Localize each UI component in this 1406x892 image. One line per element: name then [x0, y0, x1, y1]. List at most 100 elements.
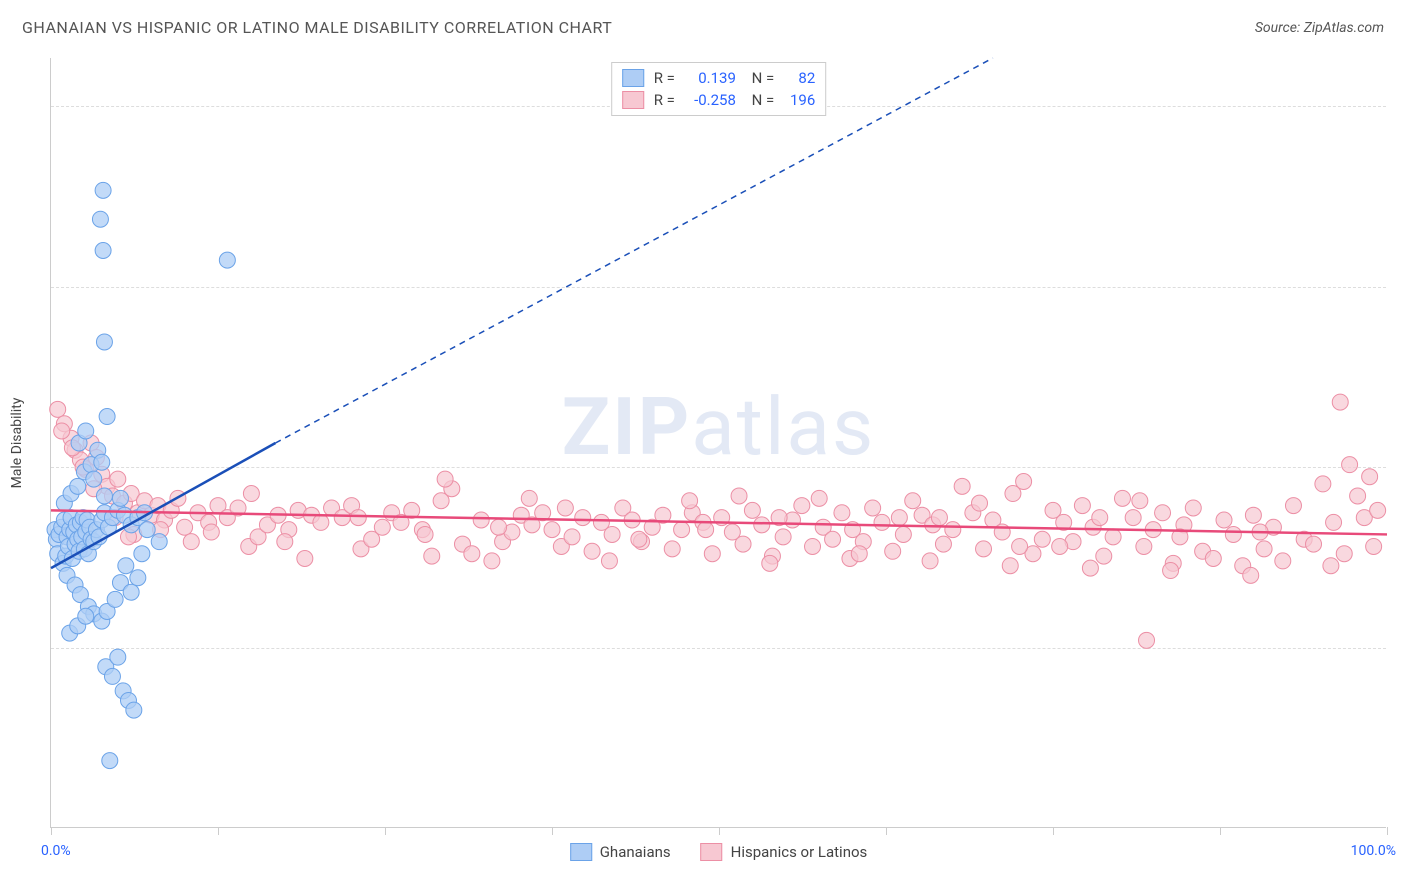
r-value-hispanics: -0.258: [681, 91, 736, 109]
data-point: [1125, 510, 1141, 526]
data-point: [313, 514, 329, 530]
data-point: [78, 423, 94, 439]
data-point: [811, 490, 827, 506]
data-point: [139, 522, 155, 538]
data-point: [1114, 490, 1130, 506]
data-point: [521, 490, 537, 506]
data-point: [1155, 505, 1171, 521]
data-point: [130, 570, 146, 586]
correlation-legend: R = 0.139 N = 82 R = -0.258 N = 196: [611, 62, 827, 116]
data-point: [50, 401, 66, 417]
data-point: [473, 512, 489, 528]
legend-label-ghanaians: Ghanaians: [600, 843, 671, 861]
data-point: [424, 548, 440, 564]
data-point: [1105, 529, 1121, 545]
r-label: R =: [654, 91, 675, 109]
data-point: [95, 182, 111, 198]
data-point: [1052, 538, 1068, 554]
data-point: [1034, 531, 1050, 547]
data-point: [134, 546, 150, 562]
data-point: [851, 546, 867, 562]
swatch-ghanaians: [622, 69, 644, 87]
data-point: [464, 546, 480, 562]
data-point: [1096, 548, 1112, 564]
data-point: [437, 471, 453, 487]
n-label: N =: [752, 69, 775, 87]
data-point: [731, 488, 747, 504]
data-point: [604, 526, 620, 542]
data-point: [183, 534, 199, 550]
data-point: [110, 649, 126, 665]
data-point: [744, 502, 760, 518]
data-point: [104, 668, 120, 684]
data-point: [1275, 553, 1291, 569]
y-tick-label: 7.5%: [1393, 640, 1406, 656]
data-point: [1002, 558, 1018, 574]
data-point: [96, 334, 112, 350]
x-tick: [1053, 827, 1054, 835]
data-point: [1326, 514, 1342, 530]
data-point: [203, 524, 219, 540]
data-point: [126, 702, 142, 718]
data-point: [1139, 632, 1155, 648]
data-point: [1016, 474, 1032, 490]
data-point: [976, 541, 992, 557]
data-point: [95, 243, 111, 259]
data-point: [575, 510, 591, 526]
data-point: [972, 495, 988, 511]
data-point: [92, 211, 108, 227]
data-point: [1185, 500, 1201, 516]
data-point: [1243, 567, 1259, 583]
legend-swatch-hispanics: [701, 843, 723, 861]
data-point: [544, 522, 560, 538]
data-point: [775, 529, 791, 545]
n-value-hispanics: 196: [780, 91, 815, 109]
plot-area: Male Disability 7.5%15.0%22.5%30.0% ZIPa…: [50, 58, 1386, 828]
x-tick: [218, 827, 219, 835]
data-point: [1012, 538, 1028, 554]
data-point: [177, 519, 193, 535]
x-tick: [385, 827, 386, 835]
data-point: [954, 478, 970, 494]
data-point: [123, 584, 139, 600]
x-tick: [719, 827, 720, 835]
data-point: [584, 543, 600, 559]
data-point: [825, 531, 841, 547]
y-tick-label: 30.0%: [1393, 98, 1406, 114]
x-tick: [552, 827, 553, 835]
x-tick: [51, 827, 52, 835]
data-point: [1366, 538, 1382, 554]
data-point: [874, 514, 890, 530]
data-point: [1132, 493, 1148, 509]
data-point: [805, 538, 821, 554]
data-point: [1350, 488, 1366, 504]
data-point: [243, 486, 259, 502]
legend-item-hispanics: Hispanics or Latinos: [701, 843, 868, 861]
data-point: [110, 471, 126, 487]
data-point: [931, 510, 947, 526]
data-point: [297, 551, 313, 567]
data-point: [1074, 498, 1090, 514]
data-point: [94, 454, 110, 470]
data-point: [794, 498, 810, 514]
data-point: [417, 526, 433, 542]
data-point: [96, 488, 112, 504]
data-point: [682, 493, 698, 509]
data-point: [564, 529, 580, 545]
data-point: [1285, 498, 1301, 514]
data-point: [762, 555, 778, 571]
data-point: [1225, 526, 1241, 542]
data-point: [118, 558, 134, 574]
chart-title: GHANAIAN VS HISPANIC OR LATINO MALE DISA…: [22, 18, 612, 37]
data-point: [1092, 510, 1108, 526]
data-point: [70, 478, 86, 494]
data-point: [1315, 476, 1331, 492]
legend-swatch-ghanaians: [570, 843, 592, 861]
data-point: [1163, 563, 1179, 579]
y-tick-label: 15.0%: [1393, 459, 1406, 475]
data-point: [1370, 502, 1386, 518]
swatch-hispanics: [622, 91, 644, 109]
data-point: [754, 517, 770, 533]
data-point: [601, 553, 617, 569]
y-tick-label: 22.5%: [1393, 279, 1406, 295]
